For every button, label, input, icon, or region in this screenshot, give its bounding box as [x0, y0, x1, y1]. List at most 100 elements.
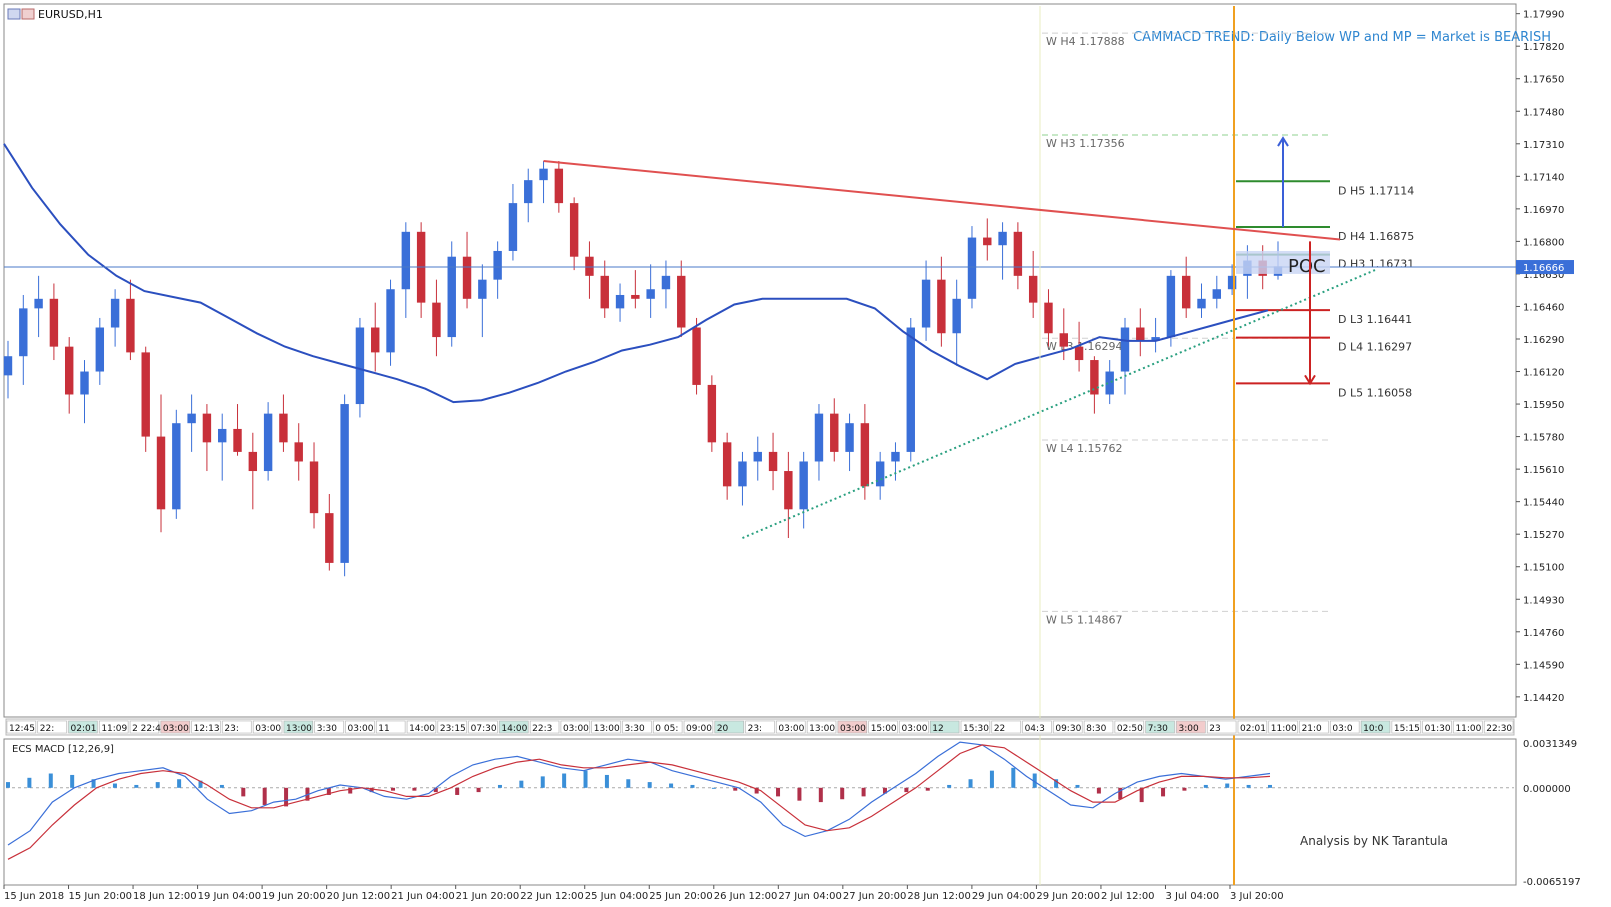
- session-cell: [376, 720, 406, 734]
- macd-histogram-bar: [1268, 784, 1272, 788]
- session-cell: [1022, 720, 1052, 734]
- x-axis: 15 Jun 2018 15 Jun 20:00 18 Jun 12:00 19 Ju…: [3, 885, 1284, 902]
- y-tick-label: 1.16290: [1523, 335, 1564, 346]
- session-label: 03:00: [348, 724, 374, 734]
- macd-histogram-bar: [604, 774, 609, 788]
- macd-histogram-bar: [1032, 773, 1037, 788]
- candle-body: [646, 289, 655, 299]
- session-cell: [6, 720, 37, 734]
- session-cell: [406, 720, 437, 734]
- daily-level-label: D L3 1.16441: [1338, 313, 1412, 326]
- weekly-level-label: W L5 1.14867: [1046, 613, 1122, 626]
- session-label: 15:15: [1394, 724, 1420, 734]
- candle-body: [784, 471, 793, 510]
- session-label: 23:15: [440, 724, 466, 734]
- session-cell: [930, 720, 960, 734]
- session-label: 15:00: [871, 724, 897, 734]
- y-tick-label: 1.16800: [1523, 237, 1564, 248]
- daily-levels: D H5 1.17114 D H4 1.16875 D H3 1.16731 D L3…: [1236, 180, 1414, 399]
- session-label: 23:: [224, 724, 238, 734]
- session-cell: [468, 720, 498, 734]
- x-tick-label: 19 Jun 20:00: [262, 891, 326, 902]
- macd-histogram-bar: [241, 787, 246, 797]
- candle-body: [1059, 333, 1068, 347]
- macd-histogram-bar: [1011, 767, 1016, 788]
- macd-histogram-bar: [1075, 784, 1080, 788]
- y-tick-label: 1.16460: [1523, 302, 1564, 313]
- x-tick-label: 29 Jun 20:00: [1036, 891, 1100, 902]
- y-tick-label: 1.17480: [1523, 107, 1564, 118]
- chart-icon-2: [21, 8, 35, 20]
- candle-body: [508, 203, 518, 251]
- moving-average: [3, 143, 1269, 404]
- candle-body: [325, 513, 334, 563]
- session-label: 3:30: [317, 724, 337, 734]
- macd-histogram-bar: [818, 787, 823, 803]
- macd-histogram-bar: [1139, 787, 1144, 803]
- candle-body: [1120, 327, 1130, 372]
- overlays: 1.16666 POC: [4, 6, 1574, 885]
- candle-body: [891, 451, 900, 462]
- session-label: 20: [717, 724, 729, 734]
- candle-body: [860, 423, 870, 487]
- session-label: 8:30: [1086, 724, 1106, 734]
- macd-histogram-bar: [690, 784, 695, 788]
- symbol-title: EURUSD,H1: [7, 8, 103, 21]
- macd-histogram-bar: [540, 776, 545, 788]
- candle-body: [1074, 346, 1084, 361]
- target-up-arrowhead: [1277, 136, 1289, 147]
- current-price-label: 1.16666: [1523, 263, 1564, 274]
- macd-histogram-bar: [925, 787, 930, 791]
- macd-label: ECS MACD [12,26,9]: [12, 744, 114, 755]
- x-tick-label: 29 Jun 04:00: [972, 891, 1036, 902]
- macd-histogram-bar: [91, 779, 96, 788]
- session-label: 11:09: [101, 724, 127, 734]
- candle-body: [524, 180, 533, 204]
- session-label: 12:45: [9, 724, 35, 734]
- session-label: 03:00: [840, 724, 866, 734]
- session-label: 02:50: [1117, 724, 1143, 734]
- macd-histogram-bar: [326, 787, 331, 795]
- macd-histogram-bar: [391, 787, 396, 791]
- candle-body: [677, 275, 686, 328]
- candle-body: [202, 413, 212, 443]
- session-label: 22: [994, 724, 1005, 734]
- candle-body: [1166, 275, 1176, 338]
- candle-body: [64, 346, 74, 395]
- y-tick-label: 1.14590: [1523, 660, 1564, 671]
- macd-histogram-bar: [455, 787, 460, 795]
- session-cell: [960, 720, 991, 734]
- session-label: 02:01: [1240, 724, 1266, 734]
- daily-level-label: D H3 1.16731: [1338, 258, 1414, 271]
- session-cell: [1206, 720, 1237, 734]
- session-cell: [99, 720, 129, 734]
- macd-histogram-bar: [1118, 787, 1123, 800]
- y-tick-label: 1.14930: [1523, 595, 1564, 606]
- session-cell: [683, 720, 714, 734]
- session-label: 21:0: [1302, 724, 1322, 734]
- candle-body: [569, 203, 579, 257]
- chart-title: EURUSD,H1: [38, 8, 103, 21]
- y-tick-label: 1.17650: [1523, 75, 1564, 86]
- session-label: 15:30: [963, 724, 989, 734]
- x-tick-label: 3 Jul 20:00: [1230, 891, 1284, 902]
- session-label: 12:13: [194, 724, 220, 734]
- macd-histogram-bar: [669, 783, 674, 788]
- x-tick-label: 15 Jun 2018: [4, 891, 64, 902]
- session-label: 7:30: [1148, 724, 1168, 734]
- session-cell: [1299, 720, 1329, 734]
- session-label: 14:00: [409, 724, 435, 734]
- candle-body: [340, 404, 349, 563]
- y-tick-label: 1.17990: [1523, 10, 1564, 21]
- session-cell: [1114, 720, 1144, 734]
- macd-histogram-bar: [754, 787, 759, 794]
- y-tick-label: 1.15610: [1523, 465, 1564, 476]
- session-cell: [745, 720, 775, 734]
- session-cell: [837, 720, 867, 734]
- session-label: 23:: [748, 724, 762, 734]
- candles: [3, 161, 1283, 577]
- macd-histogram-bar: [27, 777, 32, 788]
- macd-histogram-bar: [433, 787, 438, 793]
- daily-level-label: D L4 1.16297: [1338, 341, 1412, 354]
